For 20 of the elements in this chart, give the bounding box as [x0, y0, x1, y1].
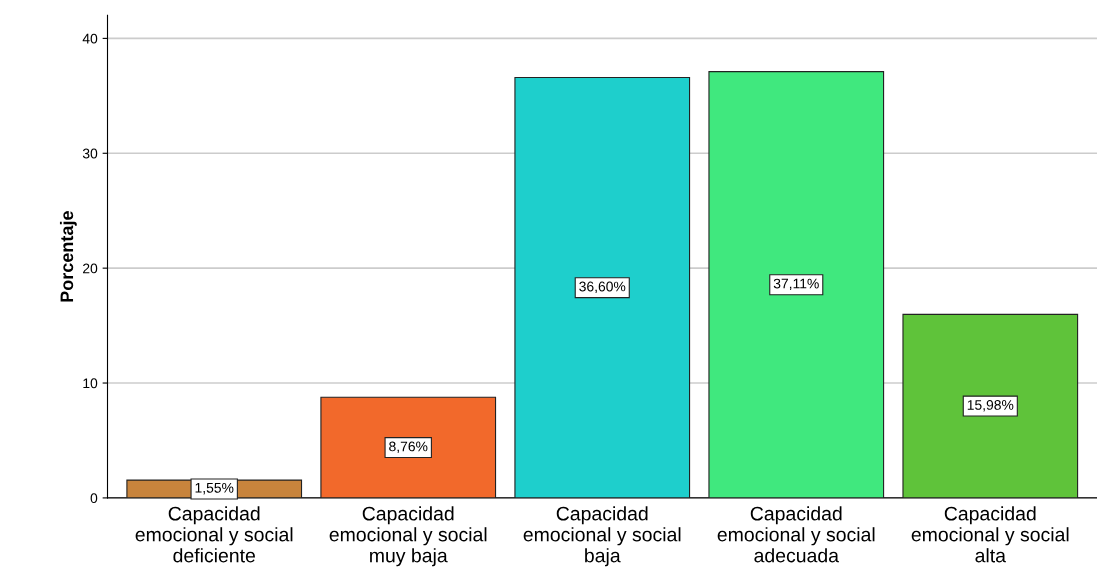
data-label: 37,11% — [773, 278, 819, 291]
y-tick-label: 20 — [83, 263, 98, 274]
y-tick-label: 30 — [82, 148, 98, 159]
data-label: 36,60% — [579, 281, 626, 294]
y-tick-label: 0 — [90, 493, 98, 504]
y-axis-title: Porcentaje — [59, 211, 77, 302]
data-label: 1,55% — [195, 482, 234, 495]
y-tick-label: 10 — [83, 378, 98, 389]
x-tick-label: Capacidad emocional y social adecuada — [717, 506, 875, 563]
x-tick-label: Capacidad emocional y social muy baja — [329, 506, 487, 567]
bar — [320, 396, 497, 498]
data-label: 8,76% — [389, 441, 428, 453]
bar — [514, 76, 691, 498]
data-label: 15,98% — [967, 400, 1014, 412]
x-tick-label: Capacidad emocional y social baja — [523, 506, 681, 567]
x-tick-label: Capacidad emocional y social alta — [911, 506, 1069, 563]
bar — [708, 71, 885, 498]
bar — [902, 313, 1079, 498]
y-tick-label: 40 — [82, 33, 98, 44]
x-tick-label: Capacidad emocional y social deficiente — [135, 506, 293, 563]
